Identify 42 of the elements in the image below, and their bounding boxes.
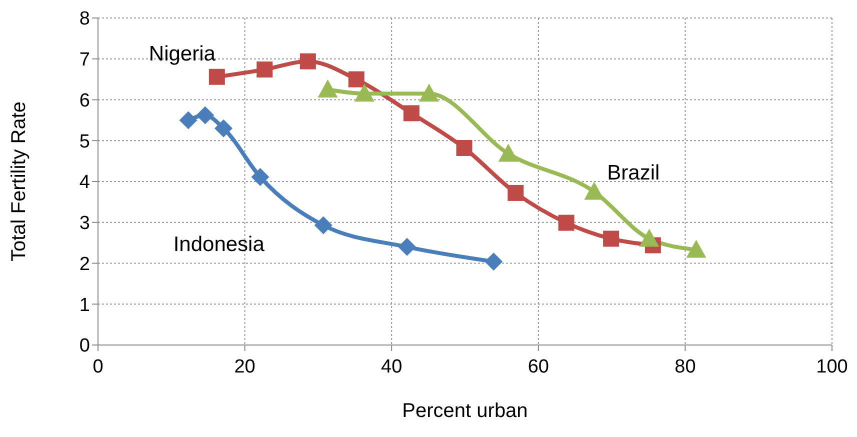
y-tick-label: 6 (79, 90, 90, 112)
point (639, 228, 660, 247)
y-axis-title: Total Fertility Rate (8, 101, 30, 262)
y-tick-label: 4 (79, 172, 90, 194)
series-label: Indonesia (173, 232, 265, 256)
point (558, 214, 574, 231)
y-tick-label: 1 (79, 294, 90, 316)
x-tick-label: 0 (92, 356, 104, 378)
point (300, 53, 316, 70)
point (508, 184, 524, 201)
y-tick-label: 7 (79, 50, 90, 71)
y-tick-label: 2 (79, 254, 90, 275)
point (603, 230, 620, 247)
x-tick-label: 60 (528, 356, 549, 378)
point (419, 84, 440, 102)
series-label: Nigeria (148, 42, 216, 66)
point (208, 68, 225, 85)
point (403, 105, 420, 122)
point (484, 252, 503, 271)
series-label: Brazil (607, 161, 660, 184)
x-tick-label: 20 (234, 356, 256, 378)
y-tick-label: 5 (79, 131, 90, 152)
point (456, 140, 472, 156)
point (354, 84, 374, 102)
x-tick-label: 40 (381, 356, 402, 378)
point (398, 238, 416, 256)
point (498, 144, 518, 162)
point (686, 240, 706, 258)
point (318, 80, 338, 98)
point (256, 62, 273, 78)
y-tick-label: 8 (79, 8, 90, 30)
x-axis-title: Percent urban (402, 400, 528, 422)
y-tick-label: 0 (79, 336, 90, 357)
point (196, 106, 214, 124)
x-tick-label: 80 (674, 356, 696, 378)
point (314, 216, 332, 234)
point (348, 71, 364, 88)
x-tick-label: 100 (816, 356, 848, 378)
point (179, 111, 198, 130)
y-tick-label: 3 (79, 213, 90, 234)
point (214, 119, 233, 138)
point (251, 168, 270, 186)
